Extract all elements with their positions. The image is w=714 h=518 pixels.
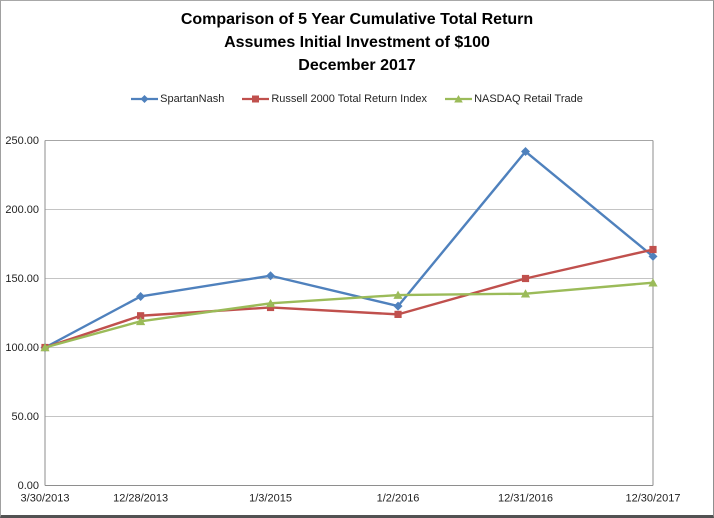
legend-item-russell-2000-total-return-index: Russell 2000 Total Return Index — [242, 93, 427, 105]
data-point-russell-2000-total-return-index — [266, 303, 275, 312]
data-point-spartannash — [648, 251, 658, 261]
series-line-nasdaq-retail-trade — [43, 281, 655, 349]
series-line-spartannash — [43, 150, 655, 349]
x-axis-tick-label: 12/28/2013 — [113, 493, 168, 505]
legend-label-nasdaq-retail-trade: NASDAQ Retail Trade — [474, 93, 583, 105]
legend-label-spartannash: SpartanNash — [160, 93, 225, 105]
data-point-spartannash — [393, 301, 403, 311]
chart-title-line-2: Assumes Initial Investment of $100 — [224, 34, 490, 51]
diamond-icon — [140, 95, 149, 103]
data-point-nasdaq-retail-trade — [520, 289, 531, 298]
chart-title: Comparison of 5 Year Cumulative Total Re… — [1, 8, 713, 77]
x-axis-tick-label: 12/31/2016 — [498, 493, 553, 505]
data-point-russell-2000-total-return-index — [649, 245, 657, 254]
y-axis-tick-label: 200.00 — [5, 204, 39, 216]
square-marker-icon — [242, 95, 270, 103]
data-point-spartannash — [266, 271, 276, 281]
x-axis-tick-label: 1/3/2015 — [249, 493, 292, 505]
y-axis-tick-label: 100.00 — [5, 342, 39, 354]
y-axis-tick-label: 250.00 — [5, 135, 39, 147]
data-point-nasdaq-retail-trade — [393, 290, 403, 299]
diamond-marker-icon — [131, 95, 159, 103]
triangle-icon — [454, 95, 463, 103]
data-point-spartannash — [136, 291, 146, 301]
legend-item-spartannash: SpartanNash — [131, 93, 224, 105]
data-point-nasdaq-retail-trade — [136, 316, 146, 326]
y-axis-tick-label: 0.00 — [18, 480, 39, 492]
legend-label-russell-2000-total-return-index: Russell 2000 Total Return Index — [271, 93, 428, 105]
y-axis-tick-label: 50.00 — [11, 411, 39, 423]
data-point-russell-2000-total-return-index — [394, 310, 402, 318]
data-point-nasdaq-retail-trade — [648, 278, 658, 287]
chart-title-line-3: December 2017 — [298, 57, 416, 74]
data-point-nasdaq-retail-trade — [40, 343, 50, 352]
chart-legend: SpartanNash Russell 2000 Total Return Ind… — [1, 93, 713, 105]
legend-item-nasdaq-retail-trade: NASDAQ Retail Trade — [445, 93, 583, 105]
x-axis-tick-label: 1/2/2016 — [377, 493, 420, 505]
data-point-spartannash — [521, 147, 531, 157]
x-axis-tick-label: 3/30/2013 — [21, 493, 70, 505]
x-axis-tick-label: 12/30/2017 — [625, 493, 680, 505]
square-icon — [252, 95, 260, 103]
data-point-russell-2000-total-return-index — [521, 274, 530, 283]
triangle-marker-icon — [445, 95, 473, 103]
series-line-russell-2000-total-return-index — [43, 248, 655, 349]
y-axis-tick-label: 150.00 — [5, 273, 39, 285]
data-point-nasdaq-retail-trade — [265, 298, 276, 308]
chart-title-line-1: Comparison of 5 Year Cumulative Total Re… — [180, 11, 534, 28]
data-point-russell-2000-total-return-index — [137, 312, 145, 320]
